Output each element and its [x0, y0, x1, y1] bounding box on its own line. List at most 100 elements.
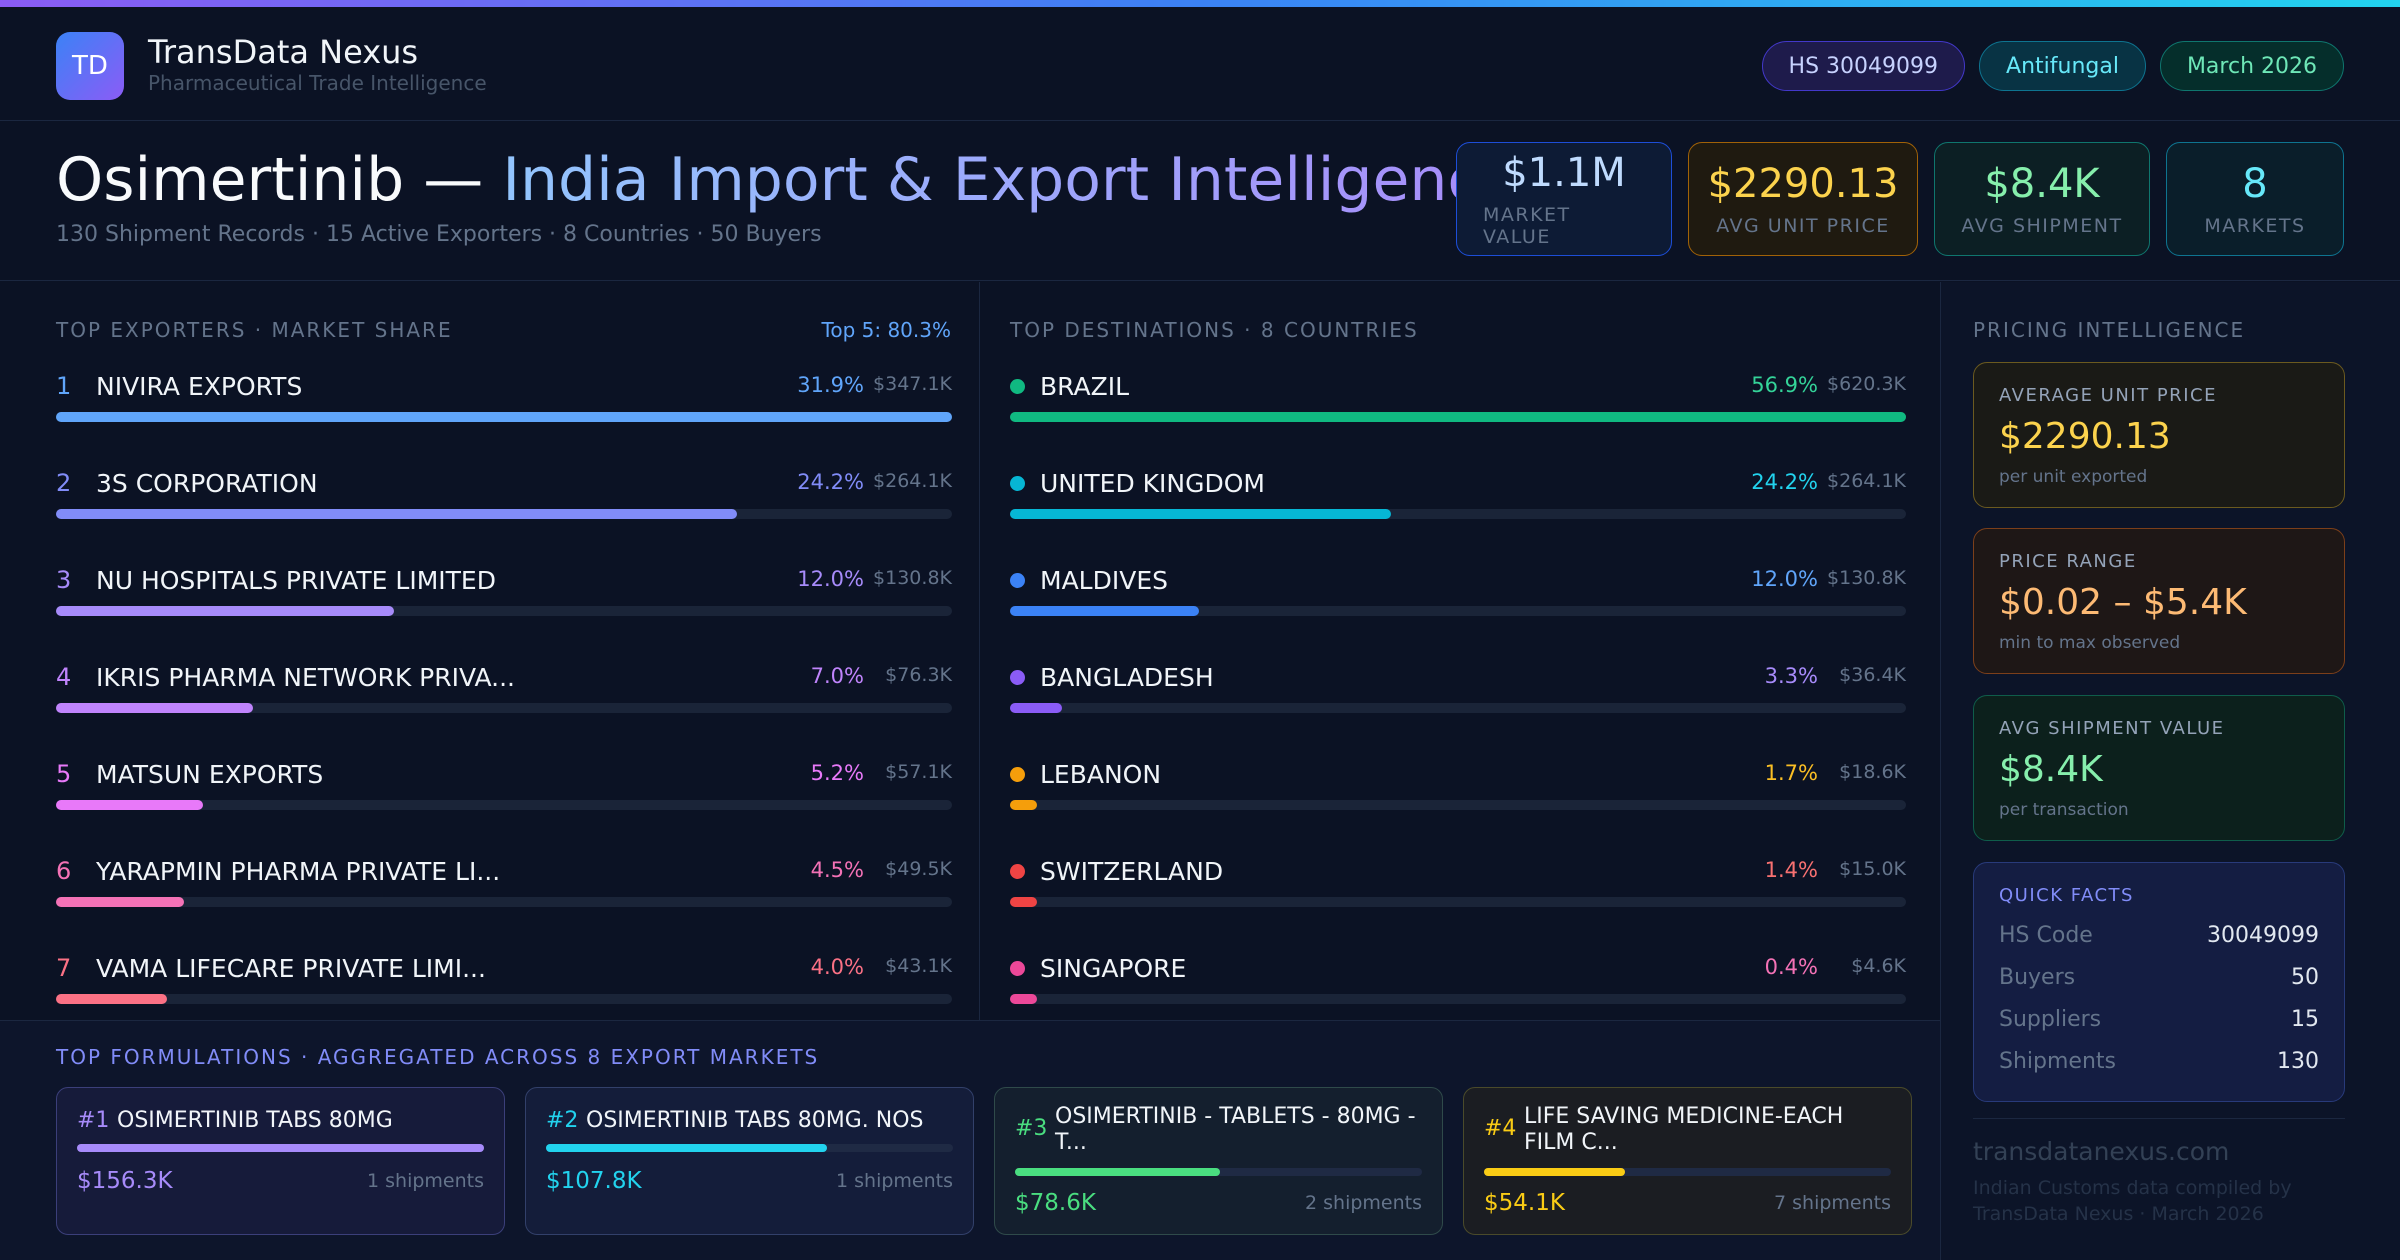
share-bar-track [56, 509, 952, 519]
fact-key: Suppliers [1999, 1007, 2102, 1032]
exporter-share: 12.0% [797, 567, 864, 591]
destination-row[interactable]: SINGAPORE 0.4% $4.6K [1010, 950, 1906, 1010]
site-link[interactable]: transdatanexus.com [1973, 1137, 2230, 1166]
destination-name: MALDIVES [1040, 566, 1168, 595]
formulation-value: $54.1K [1484, 1190, 1565, 1216]
fact-key: Shipments [1999, 1049, 2116, 1074]
formulation-value: $156.3K [77, 1168, 173, 1194]
destination-share: 12.0% [1751, 567, 1818, 591]
exporter-name: NIVIRA EXPORTS [96, 372, 303, 401]
destination-row[interactable]: BRAZIL 56.9% $620.3K [1010, 368, 1906, 428]
destination-row[interactable]: LEBANON 1.7% $18.6K [1010, 756, 1906, 816]
share-bar-track [1010, 800, 1906, 810]
stat-label: AVG SHIPMENT [1961, 215, 2123, 237]
exporter-rank: 7 [56, 954, 72, 982]
card-value: $8.4K [1999, 749, 2103, 790]
share-bar-fill [56, 412, 952, 422]
title-drug: Osimertinib [56, 145, 405, 215]
exporter-name: YARAPMIN PHARMA PRIVATE LI... [96, 857, 501, 886]
formulation-rank: #4 [1484, 1116, 1517, 1141]
exporter-row[interactable]: 6 YARAPMIN PHARMA PRIVATE LI... 4.5% $49.5K [56, 853, 952, 913]
destination-amount: $36.4K [1839, 664, 1906, 686]
share-bar-fill [1010, 606, 1200, 616]
formulation-name: LIFE SAVING MEDICINE-EACH FILM C... [1524, 1104, 1844, 1155]
destination-row[interactable]: UNITED KINGDOM 24.2% $264.1K [1010, 465, 1906, 525]
formulation-rank: #2 [546, 1108, 579, 1133]
formulation-name: OSIMERTINIB - TABLETS - 80MG - T... [1055, 1104, 1416, 1155]
destination-dot-icon [1010, 379, 1025, 394]
hero: Osimertinib — India Import & Export Inte… [0, 121, 2400, 281]
exporter-rank: 1 [56, 372, 72, 400]
formulation-value: $78.6K [1015, 1190, 1096, 1216]
destination-row[interactable]: MALDIVES 12.0% $130.8K [1010, 562, 1906, 622]
card-sub: per transaction [1999, 800, 2129, 820]
tag-list: HS 30049099 Antifungal March 2026 [1761, 41, 2344, 91]
formulation-shipments: 2 shipments [1305, 1192, 1422, 1214]
share-bar-track [1010, 703, 1906, 713]
fact-value: 15 [2291, 1007, 2319, 1032]
formulation-bar-fill [546, 1144, 827, 1152]
exporter-amount: $57.1K [885, 761, 952, 783]
exporter-row[interactable]: 5 MATSUN EXPORTS 5.2% $57.1K [56, 756, 952, 816]
share-bar-fill [1010, 412, 1906, 422]
exporter-amount: $76.3K [885, 664, 952, 686]
site-note: Indian Customs data compiled by TransDat… [1973, 1177, 2292, 1225]
exporter-share: 4.0% [810, 955, 864, 979]
share-bar-track [1010, 897, 1906, 907]
brand-subtitle: Pharmaceutical Trade Intelligence [148, 71, 487, 95]
stat-label: MARKET VALUE [1483, 204, 1571, 248]
exporter-row[interactable]: 1 NIVIRA EXPORTS 31.9% $347.1K [56, 368, 952, 428]
stat-value: 8 [2242, 161, 2268, 207]
formulation-card[interactable]: #4 LIFE SAVING MEDICINE-EACH FILM C... $54… [1463, 1087, 1912, 1235]
tag-category[interactable]: Antifungal [1979, 41, 2146, 91]
card-label: AVERAGE UNIT PRICE [1999, 385, 2217, 406]
exporter-row[interactable]: 2 3S CORPORATION 24.2% $264.1K [56, 465, 952, 525]
destination-amount: $4.6K [1851, 955, 1906, 977]
card-label: PRICE RANGE [1999, 551, 2137, 572]
stat-label: AVG UNIT PRICE [1716, 215, 1890, 237]
exporter-rank: 6 [56, 857, 72, 885]
share-bar-fill [1010, 703, 1062, 713]
destination-row[interactable]: BANGLADESH 3.3% $36.4K [1010, 659, 1906, 719]
share-bar-track [56, 606, 952, 616]
avg-unit-price-card: AVERAGE UNIT PRICE $2290.13 per unit exp… [1973, 362, 2345, 508]
card-sub: min to max observed [1999, 633, 2181, 653]
destination-share: 3.3% [1764, 664, 1818, 688]
share-bar-track [56, 897, 952, 907]
formulation-card[interactable]: #2 OSIMERTINIB TABS 80MG. NOS $107.8K 1 shi… [525, 1087, 974, 1235]
share-bar-fill [56, 897, 185, 907]
destinations-panel: TOP DESTINATIONS · 8 COUNTRIES BRAZIL 56.… [980, 282, 1940, 1020]
exporter-row[interactable]: 3 NU HOSPITALS PRIVATE LIMITED 12.0% $130.8… [56, 562, 952, 622]
tag-date[interactable]: March 2026 [2159, 41, 2344, 91]
header: TD TransData Nexus Pharmaceutical Trade … [0, 7, 2400, 121]
formulation-name: OSIMERTINIB TABS 80MG [117, 1108, 393, 1133]
formulation-rank: #3 [1015, 1116, 1048, 1141]
stat-value: $1.1M [1502, 150, 1626, 196]
destination-dot-icon [1010, 476, 1025, 491]
brand-name: TransData Nexus [148, 33, 419, 71]
exporter-name: 3S CORPORATION [96, 469, 318, 498]
share-bar-fill [56, 703, 254, 713]
formulations-label: TOP FORMULATIONS · AGGREGATED ACROSS 8 E… [56, 1045, 820, 1069]
formulation-card[interactable]: #1 OSIMERTINIB TABS 80MG $156.3K 1 shipment… [56, 1087, 505, 1235]
exporter-amount: $43.1K [885, 955, 952, 977]
accent-bar [0, 0, 2400, 7]
title-separator: — [404, 145, 503, 215]
tag-hs-code[interactable]: HS 30049099 [1761, 41, 1966, 91]
destination-amount: $18.6K [1839, 761, 1906, 783]
formulation-card[interactable]: #3 OSIMERTINIB - TABLETS - 80MG - T... $78… [994, 1087, 1443, 1235]
exporter-name: MATSUN EXPORTS [96, 760, 324, 789]
destination-name: SWITZERLAND [1040, 857, 1224, 886]
destination-row[interactable]: SWITZERLAND 1.4% $15.0K [1010, 853, 1906, 913]
pricing-sidebar: PRICING INTELLIGENCE AVERAGE UNIT PRICE … [1940, 282, 2400, 1260]
destination-share: 1.7% [1764, 761, 1818, 785]
share-bar-fill [56, 994, 168, 1004]
fact-value: 50 [2291, 965, 2319, 990]
exporter-row[interactable]: 4 IKRIS PHARMA NETWORK PRIVA... 7.0% $76.3K [56, 659, 952, 719]
exporter-row[interactable]: 7 VAMA LIFECARE PRIVATE LIMI... 4.0% $43.1K [56, 950, 952, 1010]
stat-value: $8.4K [1984, 161, 2100, 207]
exporter-amount: $347.1K [873, 373, 952, 395]
formulation-bar-track [1484, 1168, 1891, 1176]
exporters-label: TOP EXPORTERS · MARKET SHARE [56, 318, 453, 342]
exporter-name: IKRIS PHARMA NETWORK PRIVA... [96, 663, 515, 692]
